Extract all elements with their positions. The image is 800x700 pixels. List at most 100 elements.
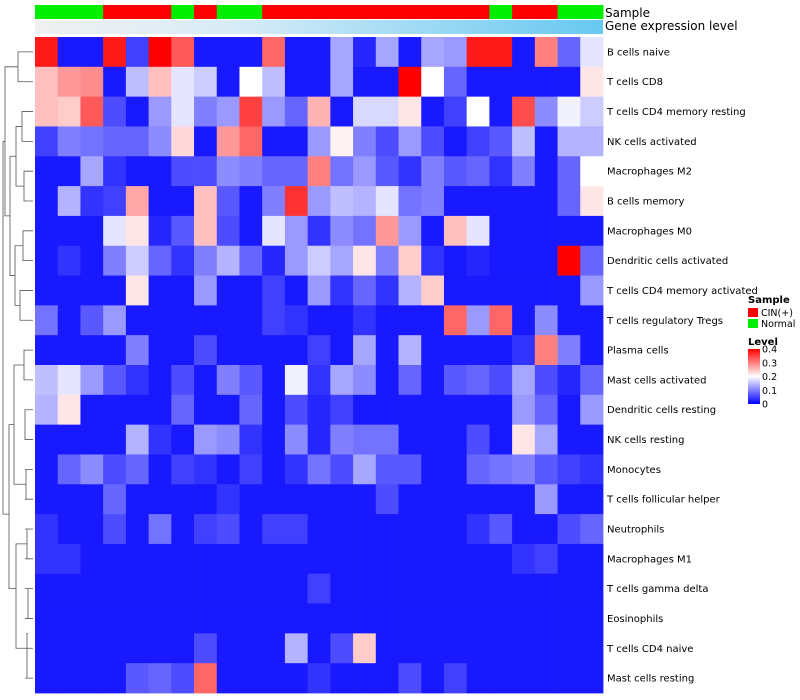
heatmap-cell xyxy=(466,663,490,694)
heatmap-cell xyxy=(284,335,309,366)
heatmap-cell xyxy=(148,275,172,306)
heatmap-cell xyxy=(421,365,445,396)
heatmap-cell xyxy=(171,543,195,575)
heatmap-cell xyxy=(466,215,490,247)
heatmap-cell xyxy=(557,245,581,276)
heatmap-cell xyxy=(216,215,240,247)
heatmap-cell xyxy=(443,484,468,515)
row-label: T cells gamma delta xyxy=(606,584,708,595)
heatmap-cell xyxy=(466,394,490,426)
heatmap-cell xyxy=(194,126,218,157)
heatmap-cell xyxy=(398,633,422,664)
heatmap-cell xyxy=(375,245,399,276)
sample-annotation-cell xyxy=(580,5,604,19)
sample-annotation-cell xyxy=(35,5,59,19)
heatmap-cell xyxy=(35,126,59,157)
row-label: T cells CD4 memory activated xyxy=(606,286,758,297)
heatmap-cell xyxy=(534,633,558,664)
heatmap-cell xyxy=(239,126,263,157)
sample-annotation-cell xyxy=(421,5,445,19)
heatmap-cell xyxy=(103,335,127,366)
heatmap-cell xyxy=(330,245,354,276)
heatmap-cell xyxy=(398,365,422,396)
heatmap-cell xyxy=(125,573,149,604)
heatmap-cell xyxy=(239,156,263,187)
sample-annotation-cell xyxy=(216,5,240,19)
heatmap-cell xyxy=(57,424,81,455)
heatmap-cell xyxy=(534,275,558,306)
heatmap-cell xyxy=(284,633,309,664)
heatmap-cell xyxy=(194,305,218,336)
heatmap-cell xyxy=(398,186,422,217)
heatmap-cell xyxy=(375,633,399,664)
sample-annotation-cell xyxy=(398,5,422,19)
heatmap-cell xyxy=(489,663,513,694)
heatmap-cell xyxy=(194,394,218,426)
heatmap-cell xyxy=(239,305,263,336)
heatmap-cell xyxy=(307,365,331,396)
heatmap-cell xyxy=(194,66,218,98)
level-tick-label: 0.2 xyxy=(762,372,777,383)
heatmap-cell xyxy=(353,186,377,217)
heatmap-cell xyxy=(512,305,536,336)
heatmap-cell xyxy=(80,424,104,455)
heatmap-cell xyxy=(35,633,59,664)
heatmap-cell xyxy=(580,66,604,98)
sample-annotation-label: Sample xyxy=(605,6,650,20)
heatmap-cell xyxy=(284,275,309,306)
heatmap-cell xyxy=(330,424,354,455)
heatmap-cell xyxy=(489,305,513,336)
heatmap-cell xyxy=(534,454,558,485)
heatmap-cell xyxy=(398,126,422,157)
heatmap-cell xyxy=(443,543,468,575)
heatmap-cell xyxy=(239,603,263,634)
heatmap-cell xyxy=(262,603,286,634)
heatmap-cell xyxy=(35,365,59,396)
heatmap-cell xyxy=(443,573,468,604)
heatmap-cell xyxy=(171,663,195,694)
heatmap-cell xyxy=(171,126,195,157)
row-label: Macrophages M2 xyxy=(607,167,692,178)
heatmap-cell xyxy=(534,215,558,247)
heatmap-cell xyxy=(35,37,59,68)
heatmap-cell xyxy=(239,335,263,366)
heatmap-cell xyxy=(239,484,263,515)
heatmap-cell xyxy=(35,514,59,545)
heatmap-cell xyxy=(35,543,59,575)
heatmap-cell xyxy=(307,245,331,276)
heatmap-cell xyxy=(557,663,581,694)
heatmap-cell xyxy=(307,66,331,98)
heatmap-cell xyxy=(103,305,127,336)
heatmap-cell xyxy=(330,96,354,127)
heatmap-cell xyxy=(57,96,81,127)
heatmap-cell xyxy=(375,156,399,187)
sample-legend-swatch xyxy=(748,319,758,328)
heatmap-cell xyxy=(307,215,331,247)
heatmap-cell xyxy=(80,603,104,634)
heatmap-cell xyxy=(194,245,218,276)
heatmap-cell xyxy=(239,365,263,396)
level-tick-label: 0.4 xyxy=(762,345,777,356)
heatmap-cell xyxy=(239,454,263,485)
heatmap-cell xyxy=(330,394,354,426)
heatmap-cell xyxy=(534,394,558,426)
sample-legend-label: Normal xyxy=(761,319,795,330)
heatmap-cell xyxy=(284,454,309,485)
heatmap-cell xyxy=(557,365,581,396)
heatmap-cell xyxy=(35,96,59,127)
heatmap-cell xyxy=(80,66,104,98)
heatmap-cell xyxy=(262,156,286,187)
heatmap-cell xyxy=(262,305,286,336)
heatmap-cell xyxy=(262,573,286,604)
heatmap-cell xyxy=(353,514,377,545)
heatmap-cell xyxy=(330,126,354,157)
heatmap-cell xyxy=(125,424,149,455)
heatmap-cell xyxy=(216,275,240,306)
heatmap-cell xyxy=(375,454,399,485)
row-label: Dendritic cells resting xyxy=(607,405,716,416)
heatmap-cell xyxy=(375,66,399,98)
heatmap-cell xyxy=(534,335,558,366)
heatmap-cell xyxy=(421,424,445,455)
heatmap-cell xyxy=(35,603,59,634)
row-label: T cells follicular helper xyxy=(606,495,721,506)
